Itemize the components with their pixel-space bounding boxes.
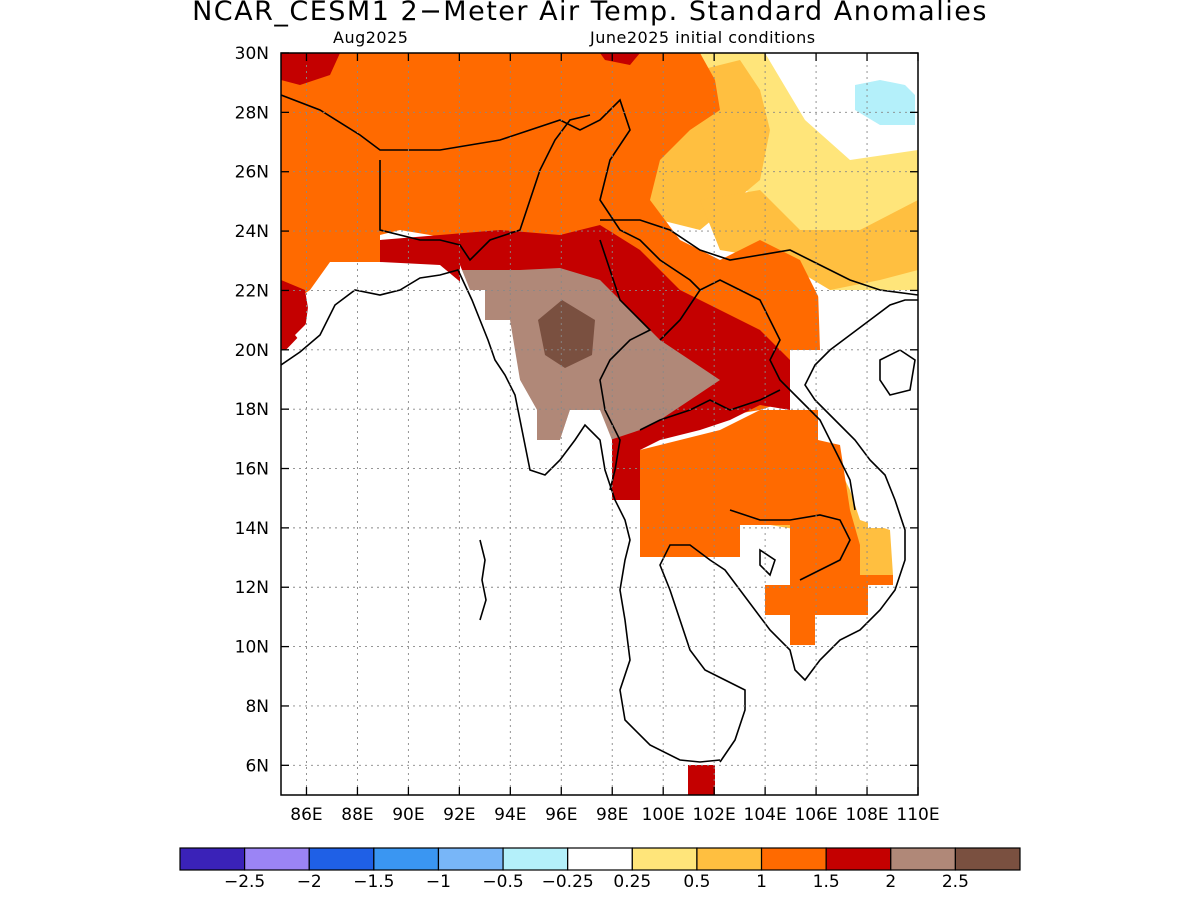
colorbar-swatch [760, 847, 827, 871]
tick-label-lon: 110E [896, 805, 939, 825]
tick-label-lat: 16N [235, 460, 269, 480]
tick-label-lon: 86E [290, 805, 322, 825]
tick-label-lon: 106E [794, 805, 837, 825]
colorbar-label: 0.5 [683, 872, 710, 892]
map-title: NCAR_CESM1 2−Meter Air Temp. Standard An… [192, 0, 988, 27]
tick-label-lat: 20N [235, 341, 269, 361]
colorbar-swatch [696, 847, 763, 871]
colorbar-swatch [890, 847, 956, 871]
tick-label-lat: 26N [235, 163, 269, 183]
tick-label-lon: 90E [392, 805, 424, 825]
colorbar-label: −2 [297, 872, 322, 892]
border-india-bangladesh [281, 94, 701, 291]
tick-label-lon: 102E [693, 805, 736, 825]
colorbar-label: −2.5 [224, 872, 265, 892]
tick-label-lat: 22N [235, 281, 269, 301]
anomaly-region-dark-red-5 [688, 765, 715, 795]
anomaly-region-orange-west [281, 220, 380, 310]
colorbar-swatch [825, 847, 892, 871]
anomaly-region-dark-red-4 [600, 53, 640, 65]
colorbar-swatch [954, 847, 1021, 871]
anomaly-region-light-blue [855, 80, 915, 125]
colorbar: −2.5 −2 −1.5 −1 −0.5 −0.25 0.25 0.5 1 1.5 2 2.5 [179, 847, 1021, 892]
tick-label-lon: 108E [845, 805, 888, 825]
tick-label-lon: 98E [596, 805, 628, 825]
plot-frame [280, 52, 919, 796]
tick-label-lon: 100E [642, 805, 685, 825]
colorbar-swatch [437, 847, 504, 871]
anomaly-region-dark-red-3 [281, 280, 310, 350]
anomaly-region-white-mask [281, 265, 688, 795]
border-thai-north [639, 389, 781, 431]
forecast-month-label: Aug2025 [333, 28, 409, 47]
tick-label-lat: 10N [235, 638, 269, 658]
tick-label-lon: 96E [545, 805, 577, 825]
tick-label-lat: 14N [235, 519, 269, 539]
colorbar-swatch [502, 847, 569, 871]
colorbar-label: −1 [426, 872, 451, 892]
colorbar-swatch [567, 847, 633, 871]
tick-label-lon: 94E [494, 805, 526, 825]
anomaly-region-white-mask-2 [688, 557, 815, 795]
colorbar-label: 1 [756, 872, 767, 892]
anomaly-region-white-mask-3 [790, 290, 918, 795]
longitude-axis: 86E 88E 90E 92E 94E 96E 98E 100E 102E 104E 106E 108… [290, 53, 940, 825]
colorbar-label: −0.5 [482, 872, 523, 892]
anomaly-region-dark-red-2 [281, 53, 340, 85]
tick-label-lon: 104E [744, 805, 787, 825]
coastline-gulf-thailand [659, 299, 918, 763]
tick-label-lat: 28N [235, 103, 269, 123]
island-phu-quoc [759, 548, 776, 577]
colorbar-label: 2 [885, 872, 896, 892]
tick-label-lat: 18N [235, 400, 269, 420]
colorbar-swatch [631, 847, 698, 871]
coastline-bay-of-bengal [281, 269, 721, 763]
colorbar-swatch [373, 847, 440, 871]
anomaly-fill-layer [281, 53, 918, 795]
colorbar-label: −1.5 [353, 872, 394, 892]
anomaly-region-orange-yellow-2 [700, 190, 918, 290]
anomaly-region-orange-south [640, 410, 893, 645]
tick-label-lon: 88E [341, 805, 373, 825]
graticule [281, 53, 918, 795]
tick-label-lat: 30N [235, 44, 269, 64]
tick-label-lat: 6N [245, 756, 269, 776]
border-myanmar [379, 114, 591, 262]
border-cambodia [729, 509, 851, 581]
initial-conditions-label: June2025 initial conditions [590, 28, 816, 47]
tick-label-lon: 92E [443, 805, 475, 825]
colorbar-label: −0.25 [542, 872, 594, 892]
colorbar-swatch [244, 847, 310, 871]
anomaly-region-dark-brown [538, 300, 595, 368]
colorbar-label: 1.5 [813, 872, 840, 892]
colorbar-label: 0.25 [613, 872, 651, 892]
coastline-layer [281, 94, 918, 763]
tick-label-lat: 12N [235, 578, 269, 598]
tick-label-lat: 8N [245, 697, 269, 717]
latitude-axis: 30N 28N 26N 24N 22N 20N 18N 16N 14N 12N 10N 8N 6N [235, 44, 918, 776]
colorbar-swatch [308, 847, 375, 871]
island-andaman [479, 539, 487, 621]
border-china [600, 219, 918, 296]
border-myanmar-thai [599, 239, 652, 491]
colorbar-label: 2.5 [942, 872, 969, 892]
tick-label-lat: 24N [235, 222, 269, 242]
colorbar-swatch [179, 847, 246, 871]
